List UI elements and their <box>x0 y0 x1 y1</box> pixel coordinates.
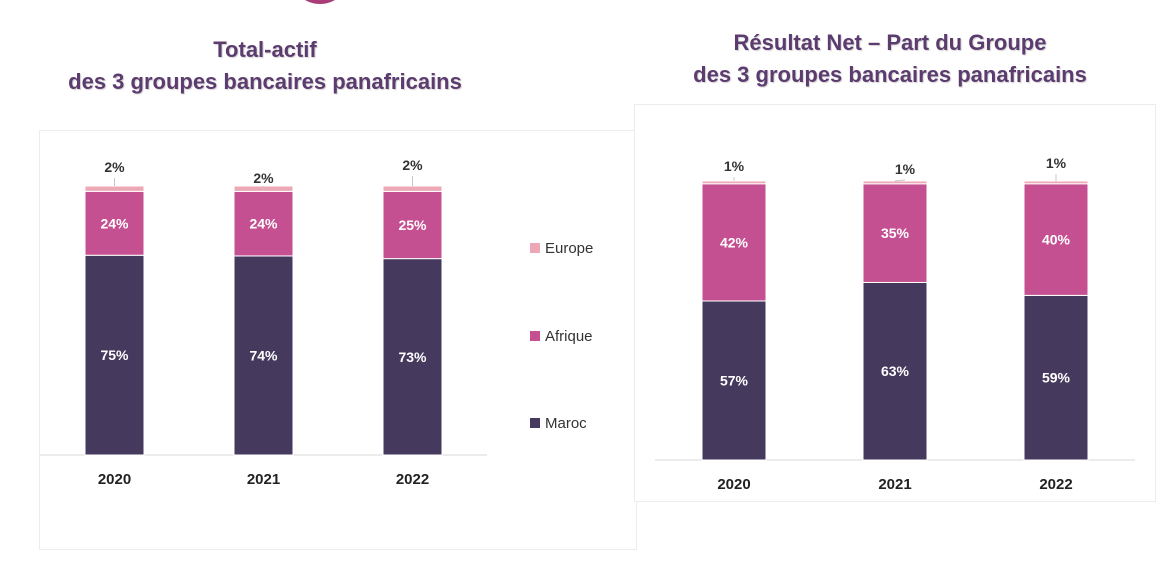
chart1-bar-maroc-2021 <box>233 255 294 456</box>
legend-swatch-afrique <box>530 331 540 341</box>
chart1-category-label-2021: 2021 <box>247 471 280 488</box>
chart1-label-maroc-2021: 74% <box>249 347 278 363</box>
chart2-label-maroc-2021: 63% <box>881 363 910 379</box>
chart2-label-afrique-2021: 35% <box>881 225 910 241</box>
legend-item-maroc: Maroc <box>530 415 587 432</box>
chart1-category-label-2020: 2020 <box>98 471 131 488</box>
chart2-label-afrique-2020: 42% <box>720 234 749 250</box>
chart2-bar-europe-2021 <box>862 180 928 185</box>
chart2-category-label-2022: 2022 <box>1039 476 1072 493</box>
chart2-bar-afrique-2022 <box>1023 183 1089 296</box>
chart1-bar-afrique-2020 <box>84 190 145 256</box>
chart2-bar-afrique-2020 <box>701 183 767 302</box>
chart2-bar-maroc-2020 <box>701 300 767 461</box>
chart1-label-europe-2022: 2% <box>402 157 423 173</box>
chart1-category-label-2022: 2022 <box>396 471 429 488</box>
chart1-label-afrique-2022: 25% <box>398 217 427 233</box>
legend-label-maroc: Maroc <box>545 415 587 432</box>
chart2-label-europe-2022: 1% <box>1046 155 1067 171</box>
chart1-title-line2: des 3 groupes bancaires panafricains <box>68 69 462 94</box>
chart2-label-europe-2020: 1% <box>724 158 745 174</box>
legend-swatch-maroc <box>530 418 540 428</box>
chart2-label-afrique-2022: 40% <box>1042 232 1071 248</box>
chart2-title: Résultat Net – Part du Groupe des 3 grou… <box>640 27 1140 91</box>
chart2-bar-afrique-2021 <box>862 183 928 283</box>
legend-label-afrique: Afrique <box>545 328 593 345</box>
chart1-bar-maroc-2020 <box>84 254 145 456</box>
chart1-label-maroc-2020: 75% <box>100 347 129 363</box>
chart1-label-maroc-2022: 73% <box>398 349 427 365</box>
legend-label-europe: Europe <box>545 240 594 257</box>
chart1-bar-afrique-2022 <box>382 190 443 260</box>
chart2-bar-europe-2022 <box>1023 180 1089 185</box>
chart1-label-afrique-2020: 24% <box>100 215 129 231</box>
chart2-bar-europe-2020 <box>701 180 767 185</box>
chart1-bar-afrique-2021 <box>233 190 294 257</box>
chart1-label-europe-2021: 2% <box>253 170 274 186</box>
chart2-label-europe-2021: 1% <box>895 161 916 177</box>
chart2-label-maroc-2022: 59% <box>1042 370 1071 386</box>
chart1-bar-europe-2020 <box>84 185 145 192</box>
chart2-category-label-2021: 2021 <box>878 476 911 493</box>
chart1-label-afrique-2021: 24% <box>249 216 278 232</box>
decorative-arc <box>290 0 350 4</box>
chart2-label-maroc-2020: 57% <box>720 372 749 388</box>
legend-item-europe: Europe <box>530 240 593 257</box>
chart1-label-europe-2020: 2% <box>104 159 125 175</box>
chart1-bar-europe-2022 <box>382 185 443 192</box>
chart1-title: Total-actif des 3 groupes bancaires pana… <box>20 34 510 98</box>
legend-item-afrique: Afrique <box>530 328 593 345</box>
chart2-title-line1: Résultat Net – Part du Groupe <box>733 30 1047 55</box>
chart1-title-line1: Total-actif <box>213 37 317 62</box>
chart2-bar-maroc-2021 <box>862 281 928 461</box>
chart2-leader-2021 <box>894 179 906 182</box>
chart2-category-label-2020: 2020 <box>717 476 750 493</box>
legend-swatch-europe <box>530 243 540 253</box>
chart2-title-line2: des 3 groupes bancaires panafricains <box>693 62 1087 87</box>
